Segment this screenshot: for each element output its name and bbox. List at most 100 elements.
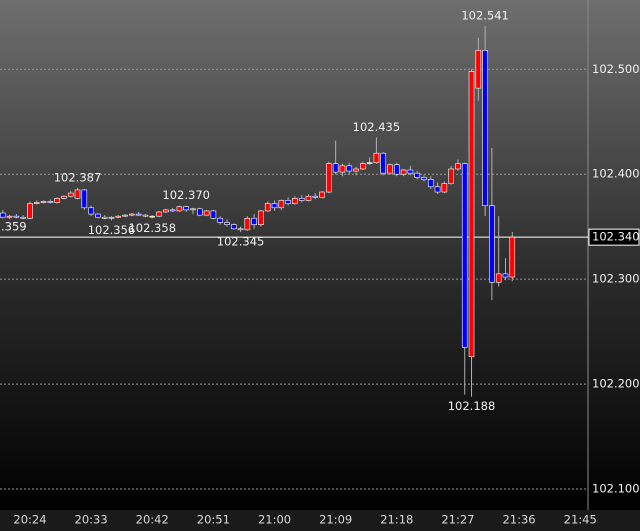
candle-body xyxy=(427,179,434,188)
candle-body xyxy=(217,217,223,223)
x-tick-label: 20:33 xyxy=(75,513,108,527)
y-tick-label: 102.400 xyxy=(592,167,640,181)
candle-body xyxy=(115,215,122,218)
y-tick-label: 102.200 xyxy=(592,377,640,391)
candle-body xyxy=(326,163,332,193)
candle-body xyxy=(502,273,509,278)
candle-body xyxy=(81,189,88,209)
candle-body xyxy=(0,212,6,218)
candle-body xyxy=(33,202,40,204)
candle-body xyxy=(414,172,420,178)
candle-body xyxy=(129,213,135,216)
candle-body xyxy=(387,164,393,174)
background xyxy=(0,0,640,510)
candle-body xyxy=(475,50,482,89)
candle-body xyxy=(468,71,475,358)
price-annotation: 102.541 xyxy=(461,9,509,23)
candle-body xyxy=(346,165,353,172)
x-axis-strip xyxy=(0,510,640,531)
candle-body xyxy=(360,163,366,170)
y-tick-label: 102.300 xyxy=(592,272,640,286)
candle-body xyxy=(20,216,26,219)
candle-body xyxy=(380,152,387,174)
candle-body xyxy=(258,210,264,225)
x-tick-label: 21:36 xyxy=(502,513,535,527)
price-annotation: 102.188 xyxy=(448,399,496,413)
candle-body xyxy=(203,210,210,216)
candle-body xyxy=(13,215,20,218)
axes: 102.100 102.200 102.300 102.400 102.500 20:24… xyxy=(13,62,639,527)
x-tick-label: 21:00 xyxy=(258,513,291,527)
candle-body xyxy=(312,195,319,198)
candle-body xyxy=(339,165,346,173)
candle-body xyxy=(61,195,67,199)
candle-body xyxy=(332,163,339,173)
y-tick-label: 102.100 xyxy=(592,482,640,496)
candle-body xyxy=(400,169,407,175)
candle-body xyxy=(455,163,461,170)
price-annotation: 102.345 xyxy=(217,234,265,248)
candle-body xyxy=(135,213,142,216)
candle-body xyxy=(230,224,237,230)
current-price-label: 102.340 xyxy=(592,230,640,244)
candle-body xyxy=(108,216,115,219)
candle-body xyxy=(441,183,448,193)
price-annotation: 102.356 xyxy=(88,223,136,237)
candle-body xyxy=(298,198,305,201)
candle-body xyxy=(292,198,298,204)
candle-body xyxy=(366,162,373,164)
candle-body xyxy=(495,273,502,283)
candle-body xyxy=(88,207,94,215)
candle-body xyxy=(224,222,230,225)
x-tick-label: 20:42 xyxy=(136,513,169,527)
candle-body xyxy=(509,236,516,278)
candle-body xyxy=(482,50,488,206)
candle-body xyxy=(176,206,183,212)
candle-body xyxy=(149,215,156,218)
price-annotation: 102.387 xyxy=(54,170,102,184)
candle-body xyxy=(434,186,441,193)
price-annotation: 102.358 xyxy=(128,221,176,235)
candle-body xyxy=(40,201,47,203)
candle-body xyxy=(6,215,13,218)
candle-body xyxy=(489,205,495,283)
candle-body xyxy=(461,163,468,348)
candle-body xyxy=(101,216,108,219)
candle-body xyxy=(373,152,380,163)
y-tick-label: 102.500 xyxy=(592,62,640,76)
candle-body xyxy=(122,214,128,217)
candle-body xyxy=(210,210,217,219)
candle-body xyxy=(190,208,196,211)
candle-body xyxy=(244,217,251,231)
candle-body xyxy=(319,191,325,198)
x-tick-label: 20:51 xyxy=(197,513,230,527)
price-annotation: 102.370 xyxy=(162,188,210,202)
candle-body xyxy=(196,208,203,216)
x-tick-label: 21:09 xyxy=(319,513,352,527)
candle-body xyxy=(156,211,162,217)
candle-body xyxy=(353,168,359,172)
candle-body xyxy=(421,177,427,180)
candle-body xyxy=(169,209,176,212)
candle-body xyxy=(264,203,271,212)
candle-body xyxy=(407,169,414,174)
candle-body xyxy=(163,209,169,213)
candle-body xyxy=(448,168,454,184)
candle-body xyxy=(183,206,190,211)
candle-body xyxy=(305,195,312,201)
x-tick-label: 21:45 xyxy=(564,513,597,527)
x-tick-label: 20:24 xyxy=(13,513,46,527)
price-annotation: 102.435 xyxy=(353,120,401,134)
price-annotation: 102.359 xyxy=(0,220,27,234)
x-tick-label: 21:27 xyxy=(441,513,474,527)
candle-body xyxy=(47,201,54,203)
current-price-box xyxy=(588,228,640,246)
candle-body xyxy=(251,217,257,225)
candle-body xyxy=(27,203,33,219)
candle-body xyxy=(285,200,291,204)
candle-body xyxy=(142,214,149,217)
x-tick-label: 21:18 xyxy=(380,513,413,527)
